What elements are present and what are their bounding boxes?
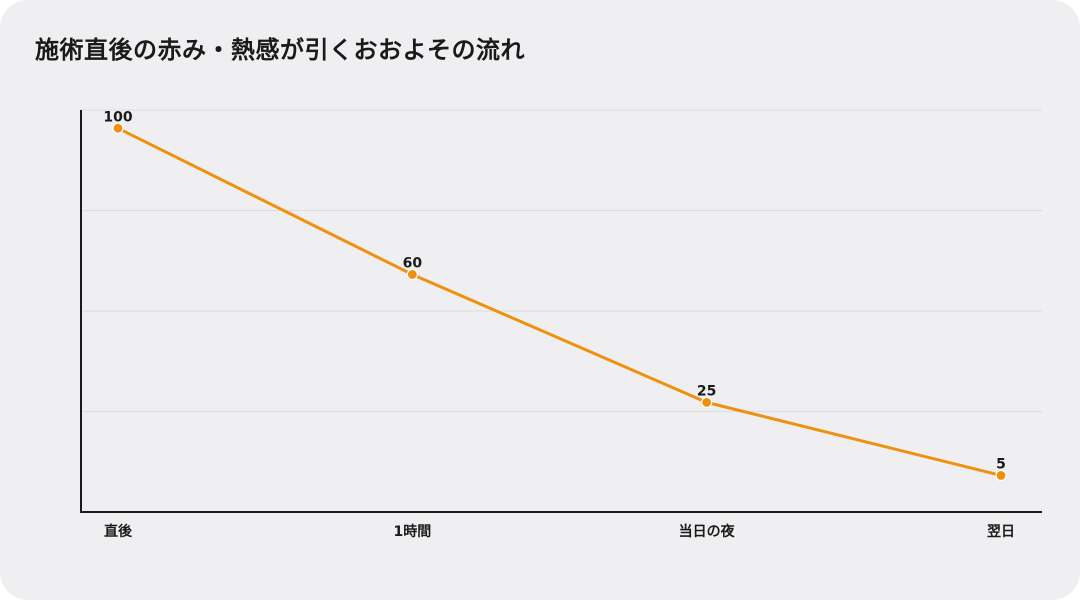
x-tick-label: 直後 (104, 523, 133, 540)
x-tick-label: 当日の夜 (679, 523, 736, 540)
grid-lines (81, 109, 1042, 412)
data-label: 5 (996, 456, 1006, 472)
x-tick-labels: 直後 1時間 当日の夜 翌日 (104, 523, 1015, 540)
data-point (701, 396, 713, 408)
data-label: 100 (103, 109, 132, 125)
x-tick-label: 1時間 (393, 523, 431, 540)
series-line (116, 126, 1003, 477)
series-line (116, 126, 1003, 477)
data-label: 25 (697, 383, 716, 399)
data-labels: 100 60 25 5 (103, 109, 1005, 472)
data-point (112, 122, 124, 134)
data-point (406, 268, 418, 281)
axes (80, 110, 1042, 513)
x-tick-label: 翌日 (987, 524, 1015, 540)
chart-title: 施術直後の赤み・熱感が引くおおよその流れ (35, 36, 525, 64)
data-points (112, 122, 1007, 482)
data-label: 60 (403, 255, 423, 271)
data-point (995, 469, 1007, 482)
